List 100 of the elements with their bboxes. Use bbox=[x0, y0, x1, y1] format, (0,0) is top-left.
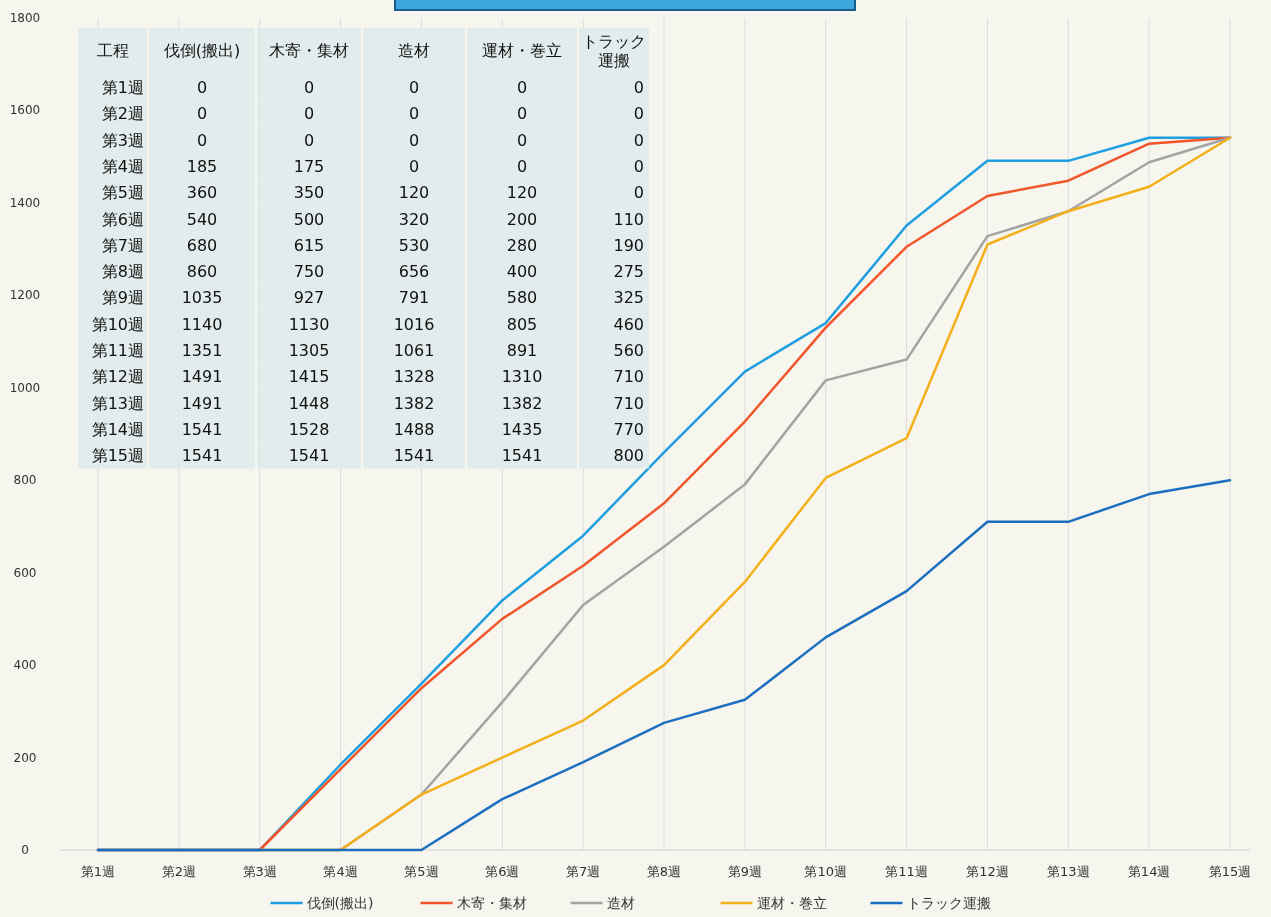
legend-label: 運材・巻立 bbox=[756, 895, 827, 911]
y-tick-label: 1800 bbox=[9, 11, 41, 25]
x-tick-label: 第2週 bbox=[161, 864, 196, 879]
data-label: 0 bbox=[633, 130, 644, 150]
x-tick-label: 第7週 bbox=[566, 864, 601, 879]
data-label: 0 bbox=[633, 156, 644, 176]
legend-label: トラック運搬 bbox=[906, 895, 991, 911]
data-label: 1130 bbox=[288, 314, 330, 334]
data-label: 530 bbox=[398, 235, 430, 255]
legend-label: 木寄・集材 bbox=[456, 895, 527, 911]
data-label: 680 bbox=[186, 235, 218, 255]
data-label: 0 bbox=[303, 104, 315, 124]
data-label: 1491 bbox=[181, 393, 223, 413]
data-label: 1541 bbox=[501, 446, 543, 466]
y-tick-label: 1000 bbox=[9, 380, 41, 395]
data-label: 0 bbox=[633, 104, 644, 124]
data-label: 0 bbox=[516, 156, 528, 176]
data-label: 400 bbox=[506, 262, 538, 282]
data-label: 1541 bbox=[393, 446, 435, 466]
data-label: 1448 bbox=[288, 393, 330, 413]
data-label: 860 bbox=[186, 262, 218, 282]
data-label: 1382 bbox=[501, 393, 543, 413]
data-label: 615 bbox=[293, 235, 325, 255]
data-label: 1541 bbox=[181, 419, 223, 439]
data-label: 110 bbox=[613, 209, 644, 229]
data-label: 710 bbox=[613, 367, 644, 387]
y-axis-title: 工程 bbox=[97, 41, 129, 60]
data-label: 0 bbox=[633, 78, 644, 97]
y-tick-label: 第13週 bbox=[91, 393, 144, 413]
data-label: 1491 bbox=[181, 367, 223, 387]
data-label: 280 bbox=[506, 235, 538, 255]
y-tick-label: 第8週 bbox=[101, 262, 144, 282]
data-label: 1035 bbox=[181, 288, 223, 308]
data-label: 0 bbox=[633, 183, 644, 203]
data-label: 540 bbox=[186, 209, 218, 229]
x-tick-label: 第12週 bbox=[966, 864, 1009, 879]
data-label: 1541 bbox=[288, 446, 330, 466]
data-label: 325 bbox=[613, 288, 644, 308]
x-tick-label: 第6週 bbox=[485, 864, 520, 879]
data-label: 927 bbox=[293, 288, 325, 308]
x-tick-label: 第13週 bbox=[1047, 864, 1090, 879]
x-tick-label: 第4週 bbox=[323, 864, 358, 879]
x-tick-label: トラック運搬 bbox=[582, 32, 646, 70]
data-label: 560 bbox=[613, 341, 644, 360]
y-tick-label: 第1週 bbox=[101, 78, 144, 97]
x-tick-label: 木寄・集材 bbox=[269, 41, 349, 60]
data-label: 0 bbox=[196, 104, 208, 124]
x-tick-label: 第1週 bbox=[80, 864, 116, 879]
data-label: 750 bbox=[293, 262, 325, 282]
x-tick-label: 造材 bbox=[398, 41, 430, 60]
line-series bbox=[96, 478, 1232, 852]
y-tick-label: 第6週 bbox=[101, 209, 144, 229]
y-tick-label: 第15週 bbox=[91, 446, 144, 466]
data-label: 0 bbox=[303, 78, 315, 97]
data-label: 1140 bbox=[181, 314, 223, 334]
data-label: 320 bbox=[398, 209, 430, 229]
x-tick-label: 伐倒(搬出) bbox=[163, 41, 241, 60]
data-label: 1488 bbox=[393, 419, 435, 439]
data-label: 360 bbox=[186, 183, 218, 203]
data-label: 0 bbox=[196, 130, 208, 150]
y-tick-label: 第11週 bbox=[91, 341, 144, 360]
data-label: 580 bbox=[506, 288, 538, 308]
y-tick-label: 400 bbox=[13, 658, 37, 673]
y-tick-label: 600 bbox=[13, 565, 37, 580]
legend-label: 伐倒(搬出) bbox=[306, 895, 374, 911]
data-label: 185 bbox=[186, 156, 218, 176]
x-tick-label: 第11週 bbox=[885, 864, 928, 879]
y-tick-label: 0 bbox=[21, 843, 29, 857]
data-label: 0 bbox=[516, 130, 528, 150]
y-tick-label: 第2週 bbox=[101, 104, 144, 124]
data-label: 500 bbox=[293, 209, 325, 229]
data-label: 1305 bbox=[288, 341, 330, 360]
data-label: 0 bbox=[408, 78, 420, 97]
data-label: 805 bbox=[506, 314, 538, 334]
x-tick-label: 第8週 bbox=[646, 864, 682, 879]
y-tick-label: 第14週 bbox=[91, 419, 144, 439]
data-label: 1435 bbox=[501, 419, 543, 439]
y-tick-label: 第10週 bbox=[91, 314, 144, 334]
x-tick-label: 第9週 bbox=[727, 864, 762, 879]
data-label: 710 bbox=[613, 393, 644, 413]
data-label: 1415 bbox=[288, 367, 330, 387]
y-tick-label: 1200 bbox=[9, 288, 41, 303]
data-label: 120 bbox=[398, 183, 430, 203]
data-label: 1382 bbox=[393, 393, 435, 413]
data-label: 190 bbox=[613, 235, 644, 255]
data-label: 0 bbox=[516, 104, 528, 124]
y-tick-label: 1400 bbox=[9, 195, 41, 210]
data-label: 891 bbox=[506, 341, 538, 360]
data-label: 1061 bbox=[393, 341, 435, 360]
data-label: 656 bbox=[398, 262, 430, 282]
y-tick-label: 第12週 bbox=[91, 367, 144, 387]
data-label: 1328 bbox=[393, 367, 435, 387]
x-tick-label: 運材・巻立 bbox=[482, 41, 562, 60]
y-tick-label: 第9週 bbox=[101, 288, 144, 308]
y-tick-label: 第4週 bbox=[101, 156, 144, 176]
legend-label: 造材 bbox=[606, 895, 635, 911]
data-label: 1016 bbox=[393, 314, 435, 334]
data-label: 1351 bbox=[181, 341, 223, 360]
x-tick-label: 第14週 bbox=[1127, 864, 1171, 879]
data-label: 120 bbox=[506, 183, 538, 203]
